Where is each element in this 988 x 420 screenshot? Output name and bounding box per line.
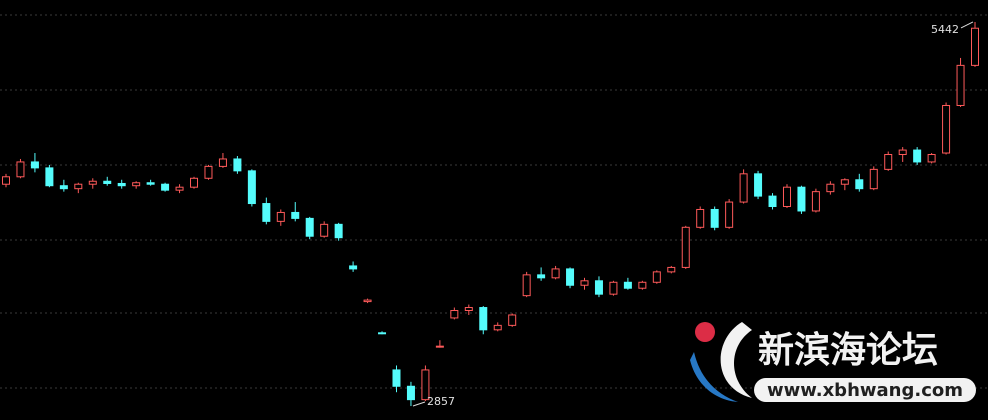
candle-body: [204, 165, 213, 179]
candle-body: [623, 281, 632, 289]
candle-body: [406, 385, 415, 401]
candle-body: [435, 345, 444, 348]
candle-body: [508, 314, 517, 326]
candle-body: [696, 208, 705, 228]
candle-body: [450, 310, 459, 319]
candle-body: [190, 177, 199, 188]
candle-body: [913, 149, 922, 163]
candle-body: [464, 307, 473, 312]
candle-body: [725, 201, 734, 228]
candle-body: [942, 104, 951, 154]
candle-body: [45, 167, 54, 187]
candle-body: [146, 182, 155, 185]
candle-body: [537, 274, 546, 279]
watermark-url: www.xbhwang.com: [767, 380, 963, 401]
candle-body: [378, 332, 387, 335]
annotation-arrow: [960, 21, 974, 29]
candle-body: [782, 186, 791, 208]
candle-body: [2, 176, 10, 185]
candle-body: [88, 180, 97, 185]
candle-body: [580, 280, 589, 286]
candle-body: [739, 173, 748, 203]
candle-body: [956, 64, 965, 106]
candles: 5442 2857: [2, 21, 979, 408]
candle-body: [667, 266, 676, 273]
candle-body: [710, 208, 719, 228]
candle-body: [421, 369, 430, 401]
candle-body: [797, 186, 806, 212]
candle-body: [262, 203, 271, 222]
logo-arc: [690, 352, 738, 402]
candle-body: [869, 168, 878, 190]
high-label: 5442: [931, 23, 959, 36]
candle-body: [551, 268, 560, 279]
annotation-arrow: [412, 401, 426, 407]
candle-body: [218, 158, 227, 167]
candle-body: [855, 179, 864, 190]
candle-body: [233, 158, 242, 172]
candle-body: [349, 265, 358, 270]
candle-body: [493, 324, 502, 331]
candle-body: [117, 182, 126, 187]
candle-body: [826, 183, 835, 193]
candle-body: [811, 191, 820, 212]
candle-body: [652, 271, 661, 283]
candle-body: [638, 281, 647, 289]
candle-body: [522, 274, 531, 297]
candle-body: [768, 195, 777, 208]
candle-body: [320, 223, 329, 237]
candle-body: [884, 154, 893, 170]
candle-body: [609, 281, 618, 295]
candle-body: [681, 226, 690, 268]
candle-body: [175, 186, 184, 191]
candle-body: [30, 161, 39, 169]
candle-body: [74, 183, 83, 190]
candle-body: [291, 211, 300, 219]
candle-body: [392, 369, 401, 387]
candle-body: [132, 182, 141, 187]
candle-body: [566, 268, 575, 286]
candle-body: [971, 27, 979, 66]
candle-body: [363, 299, 372, 303]
url-pill: [754, 378, 976, 402]
candle-body: [754, 173, 763, 197]
candle-body: [334, 223, 343, 239]
watermark-title: 新滨海论坛: [758, 330, 938, 371]
candle-body: [103, 180, 112, 184]
candle-body: [927, 154, 936, 163]
candle-body: [161, 183, 170, 191]
candle-body: [305, 217, 314, 237]
candle-body: [247, 170, 256, 205]
candle-body: [898, 149, 907, 156]
logo-dot: [695, 322, 715, 342]
candle-body: [16, 161, 25, 178]
candle-body: [594, 280, 603, 295]
candle-body: [840, 179, 849, 185]
watermark: 新滨海论坛 www.xbhwang.com: [690, 322, 976, 402]
candle-body: [276, 211, 285, 222]
logo-arc: [720, 322, 752, 398]
candle-body: [59, 185, 68, 190]
low-label: 2857: [427, 395, 455, 408]
candle-body: [479, 307, 488, 331]
